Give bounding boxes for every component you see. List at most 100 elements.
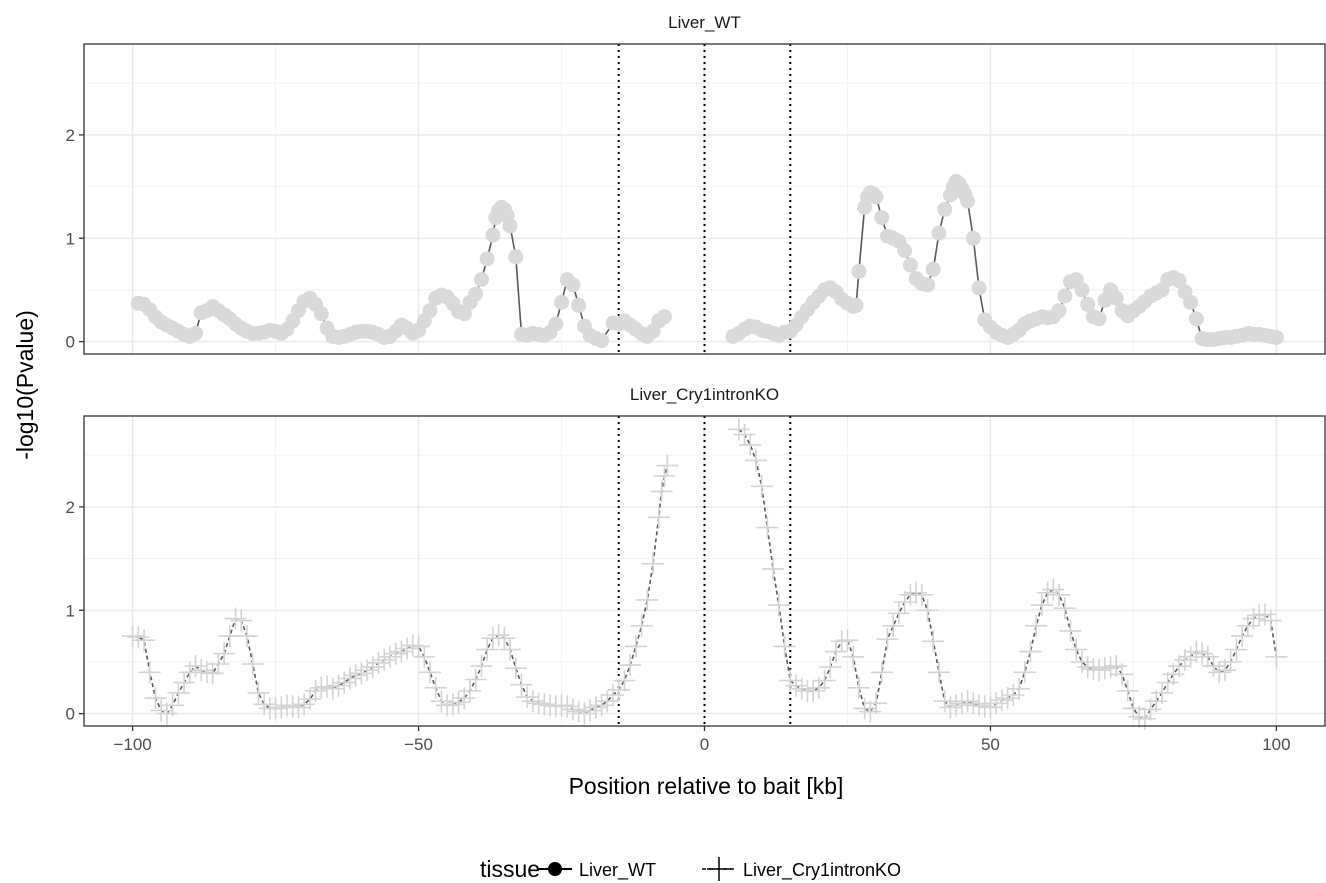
data-point <box>1093 657 1116 680</box>
data-point <box>1122 697 1145 720</box>
y-tick-label: 1 <box>66 601 75 620</box>
data-point <box>1185 640 1208 663</box>
data-point <box>1070 650 1093 673</box>
data-point <box>1105 655 1128 678</box>
legend-title: tissue <box>480 856 540 882</box>
data-point <box>504 657 527 680</box>
data-point <box>1080 296 1096 312</box>
data-point <box>413 645 436 668</box>
data-point <box>304 679 327 702</box>
data-point <box>656 454 679 477</box>
data-point <box>922 630 945 653</box>
legend-key-liver-wt <box>538 862 572 876</box>
data-point <box>851 263 867 279</box>
data-point <box>607 678 630 701</box>
data-point <box>996 687 1019 710</box>
data-point <box>1231 625 1254 648</box>
data-point <box>619 654 642 677</box>
data-point <box>1002 684 1025 706</box>
data-point <box>601 684 624 706</box>
data-point <box>579 699 602 722</box>
data-point <box>1116 679 1139 702</box>
data-point <box>1162 663 1185 686</box>
data-point <box>479 251 495 267</box>
data-point <box>750 475 773 498</box>
data-point <box>859 700 882 723</box>
data-point <box>590 694 613 717</box>
data-point <box>550 694 573 717</box>
data-point <box>1013 661 1036 684</box>
strip-label-liver-cry1intronko: Liver_Cry1intronKO <box>630 385 779 404</box>
data-point <box>321 677 344 700</box>
data-point <box>636 588 659 611</box>
data-point <box>561 698 584 721</box>
data-point <box>1108 290 1124 306</box>
legend-label-liver-wt: Liver_WT <box>579 860 656 881</box>
data-point <box>819 656 842 679</box>
data-point <box>287 696 310 719</box>
data-point <box>647 506 670 529</box>
data-point <box>727 418 750 441</box>
data-point <box>430 690 453 713</box>
panel-border <box>83 43 1326 355</box>
data-point <box>990 689 1013 712</box>
data-point <box>230 609 253 632</box>
data-point <box>785 674 808 697</box>
data-point <box>456 306 472 322</box>
data-point <box>378 645 401 668</box>
data-point <box>1128 705 1151 728</box>
grid <box>84 416 1325 726</box>
data-point <box>373 648 396 671</box>
data-point <box>836 629 859 652</box>
data-point <box>916 599 939 622</box>
data-point <box>956 690 979 713</box>
data-point <box>1139 698 1162 721</box>
data-point <box>390 640 413 663</box>
data-point <box>1099 656 1122 679</box>
data-point <box>1145 690 1168 713</box>
x-tick-label: 0 <box>700 735 709 754</box>
data-point <box>554 294 570 310</box>
data-point <box>327 674 350 697</box>
data-point <box>571 297 587 313</box>
data-point <box>344 664 367 687</box>
data-point <box>965 230 981 246</box>
data-point <box>441 693 464 716</box>
data-point <box>744 449 767 472</box>
strip-label-liver-wt: Liver_WT <box>668 13 741 32</box>
data-point <box>868 189 884 205</box>
data-point <box>762 557 785 580</box>
data-point <box>188 325 204 341</box>
data-point <box>396 637 419 660</box>
data-point <box>521 690 544 713</box>
data-point <box>1088 659 1111 682</box>
data-point <box>1202 655 1225 678</box>
data-point <box>298 688 321 711</box>
data-point <box>361 656 384 679</box>
data-point <box>567 700 590 723</box>
data-point <box>594 333 610 349</box>
data-point <box>897 243 913 259</box>
data-point <box>968 694 991 717</box>
data-point <box>656 309 672 325</box>
data-point <box>1082 658 1105 681</box>
x-tick-label: 100 <box>1262 735 1290 754</box>
data-point <box>1171 273 1187 289</box>
data-point <box>468 286 484 302</box>
data-point <box>155 702 178 725</box>
data-point <box>213 642 236 665</box>
x-tick-label: −50 <box>404 735 433 754</box>
data-point <box>424 676 447 699</box>
data-point <box>173 671 196 694</box>
data-point <box>195 661 218 684</box>
data-point <box>367 651 390 674</box>
data-point <box>207 653 230 675</box>
legend-key-liver-cry1intronko <box>702 857 736 881</box>
y-axis-ticks: 0 1 2 <box>66 126 84 352</box>
data-point <box>127 626 150 649</box>
data-point <box>350 662 373 685</box>
data-point <box>510 673 533 696</box>
data-point <box>333 671 356 694</box>
data-point <box>847 676 870 699</box>
data-point <box>190 659 213 682</box>
